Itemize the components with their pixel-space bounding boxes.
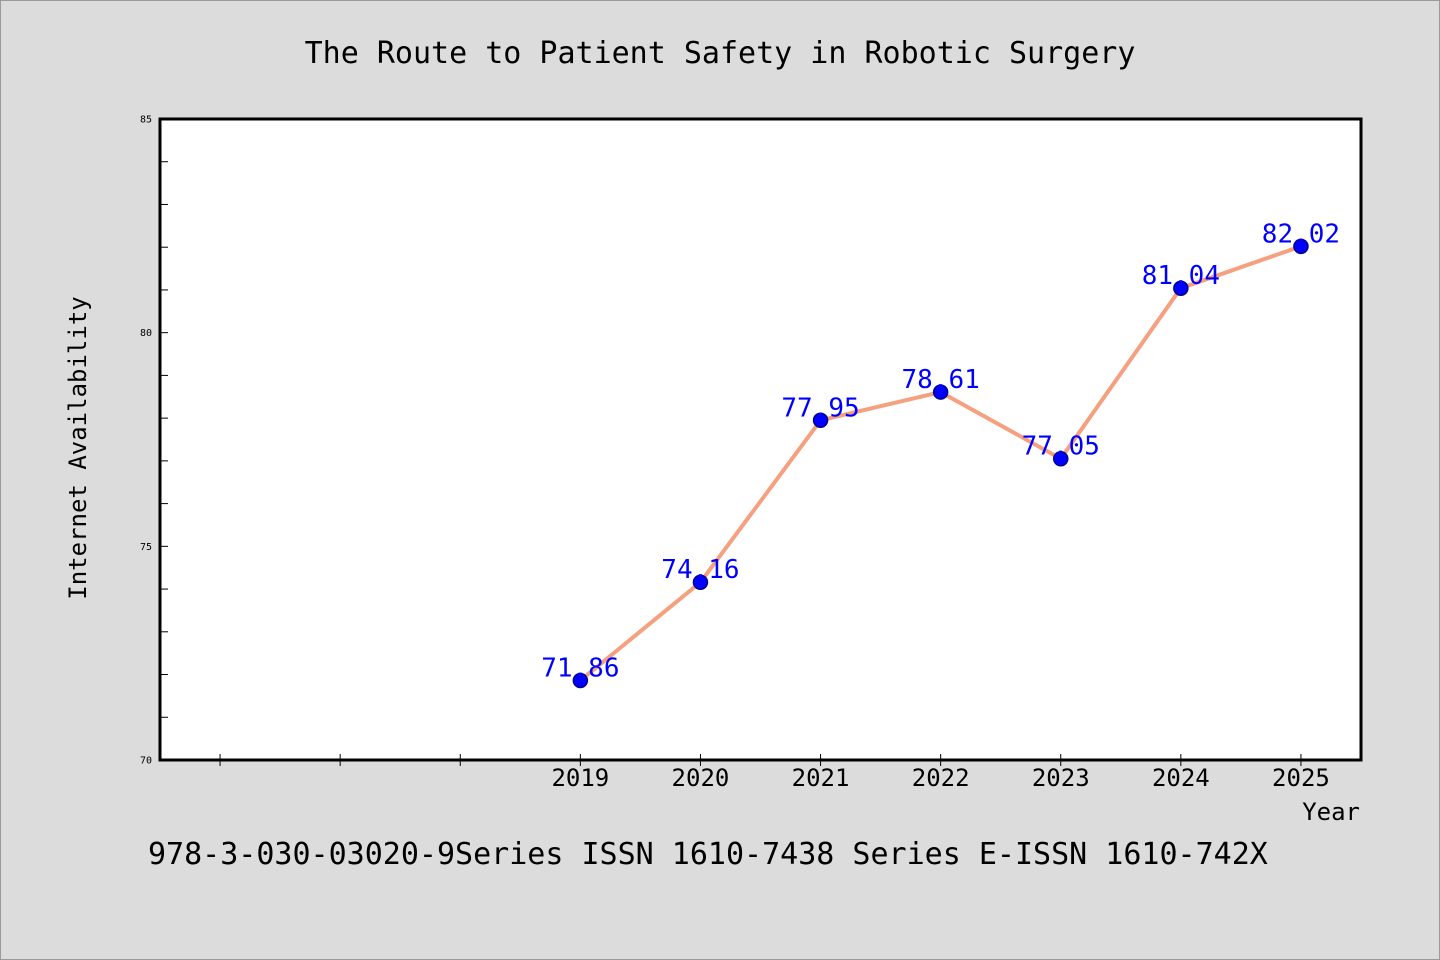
x-tick-label: 2020 xyxy=(672,764,730,792)
data-label: 78.61 xyxy=(902,365,980,395)
axis-ticks: 70 75 80 85 2019 2020 2021 2022 2023 2024 2025 xyxy=(140,115,1330,793)
y-tick-label: 85 xyxy=(140,115,152,126)
y-tick-label: 75 xyxy=(140,542,152,553)
x-tick-label: 2023 xyxy=(1032,764,1090,792)
x-tick-label: 2019 xyxy=(551,764,609,792)
footnote: 978-3-030-03020-9Series ISSN 1610-7438 S… xyxy=(148,837,1268,872)
data-point xyxy=(812,412,829,429)
data-label: 82.02 xyxy=(1262,219,1340,249)
data-point xyxy=(1053,450,1069,467)
data-label: 81.04 xyxy=(1142,261,1220,291)
x-axis-label: Year xyxy=(1302,798,1360,826)
data-point xyxy=(572,672,589,689)
chart-title: The Route to Patient Safety in Robotic S… xyxy=(305,36,1136,71)
x-tick-label: 2021 xyxy=(792,764,850,792)
data-label: 74.16 xyxy=(661,555,739,585)
data-point xyxy=(692,574,709,590)
y-axis-label: Internet Availability xyxy=(64,296,92,599)
x-tick-label: 2024 xyxy=(1152,764,1210,792)
data-label: 77.95 xyxy=(781,393,859,423)
data-label: 77.05 xyxy=(1022,432,1100,462)
plot-frame xyxy=(158,117,1363,762)
data-point xyxy=(1293,238,1309,255)
plot-area xyxy=(160,119,1361,760)
series-layer: 71.86 74.16 77.95 78.61 77.05 81.04 82.02 xyxy=(541,219,1340,689)
data-point xyxy=(1173,280,1189,296)
data-label: 71.86 xyxy=(541,654,619,684)
x-tick-label: 2022 xyxy=(912,764,970,792)
y-tick-label: 70 xyxy=(140,756,152,767)
data-point xyxy=(932,384,949,400)
x-tick-label: 2025 xyxy=(1272,764,1330,792)
y-tick-label: 80 xyxy=(140,328,152,339)
